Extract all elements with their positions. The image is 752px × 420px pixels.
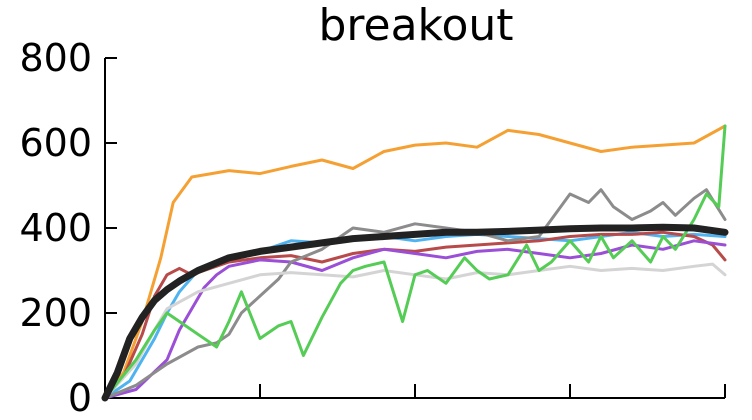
chart-title: breakout <box>318 0 513 51</box>
series-line-6 <box>103 124 727 400</box>
series-line-3 <box>103 239 727 400</box>
y-tick-label: 800 <box>19 36 92 80</box>
axes: 0 200 400 600 800 <box>19 36 726 420</box>
series-line-4 <box>103 188 727 400</box>
y-tick-label: 0 <box>68 376 92 420</box>
series-line-5 <box>103 262 727 400</box>
y-tick-label: 400 <box>19 206 92 250</box>
series-line-2 <box>103 230 727 400</box>
y-tick-label: 600 <box>19 121 92 165</box>
series-layer <box>101 124 729 402</box>
series-line-0 <box>103 124 727 400</box>
y-tick-label: 200 <box>19 291 92 335</box>
series-line-7 <box>101 223 729 402</box>
series-line-1 <box>103 230 727 400</box>
